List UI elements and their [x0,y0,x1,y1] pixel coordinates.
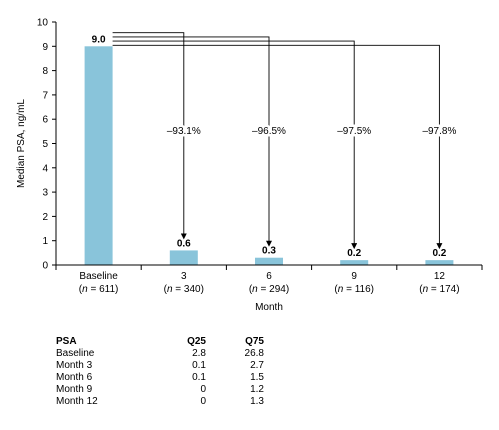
bars [84,46,454,265]
reduction-arrow [112,32,187,240]
table-cell-q75: 1.5 [250,372,264,383]
y-tick-label: 7 [42,90,48,101]
table-cell-q75: 26.8 [244,348,264,359]
y-axis-title: Median PSA, ng/mL [16,99,27,188]
bar-value-label: 0.2 [432,248,446,259]
x-category-label: 9 [351,271,357,282]
table-cell-q75: 1.2 [250,384,264,395]
y-tick-label: 9 [42,42,48,53]
bar [169,250,198,265]
bar-value-label: 9.0 [92,34,106,45]
y-tick-label: 10 [37,18,49,29]
y-tick-label: 1 [42,236,48,247]
reduction-arrows [112,32,443,250]
reduction-arrow [112,44,443,250]
reduction-label: –97.8% [422,126,456,137]
y-tick-label: 6 [42,115,48,126]
table-cell-q25: 0.1 [192,360,206,371]
table-row: Month 9 0 1.2 [56,384,264,396]
reduction-label: –96.5% [252,126,286,137]
x-category-n-label: (n = 340) [164,284,204,295]
reduction-arrow [112,36,272,247]
x-axis-title: Month [255,302,283,313]
x-category-n-label: (n = 174) [419,284,459,295]
x-category-n-label: (n = 116) [334,284,374,295]
psa-quartile-table: PSA Q25 Q75 Baseline 2.8 26.8 Month 3 0.… [56,336,264,408]
table-cell-label: Month 3 [56,360,93,371]
reduction-label: –97.5% [337,126,371,137]
table-row: Baseline 2.8 26.8 [56,348,264,360]
table-cell-q25: 2.8 [192,348,206,359]
table-row: Month 3 0.1 2.7 [56,360,264,372]
x-category-label: 3 [181,271,187,282]
table-cell-label: Month 9 [56,384,93,395]
table-cell-q75: 2.7 [250,360,264,371]
x-category-n-label: (n = 294) [249,284,289,295]
table-header-row: PSA Q25 Q75 [56,336,264,348]
y-tick-label: 4 [42,163,48,174]
reduction-label: –93.1% [167,126,201,137]
table-cell-q25: 0.1 [192,372,206,383]
x-category-n-label: (n = 611) [79,284,119,295]
y-tick-label: 3 [42,188,48,199]
x-category-label: 12 [434,271,446,282]
table-header-q75: Q75 [245,336,264,347]
table-header-psa: PSA [56,336,77,347]
y-tick-label: 8 [42,66,48,77]
bar-value-label: 0.2 [347,248,361,259]
y-tick-label: 5 [42,139,48,150]
table-cell-q25: 0 [200,396,206,407]
table-cell-label: Month 12 [56,396,98,407]
x-category-label: 6 [266,271,272,282]
table-row: Month 12 0 1.3 [56,396,264,408]
table-header-q25: Q25 [187,336,206,347]
table-cell-q75: 1.3 [250,396,264,407]
bar [340,260,369,265]
reduction-arrow [112,40,358,250]
table-cell-label: Month 6 [56,372,93,383]
table-row: Month 6 0.1 1.5 [56,372,264,384]
bar [84,46,113,265]
axes [52,21,483,270]
y-tick-label: 0 [42,261,48,272]
bar [255,257,283,265]
table-cell-q25: 0 [200,384,206,395]
bar-value-label: 0.3 [262,246,276,257]
x-category-label: Baseline [79,271,118,282]
y-tick-label: 2 [42,212,48,223]
bar [425,260,454,265]
bar-value-label: 0.6 [177,238,191,249]
table-cell-label: Baseline [56,348,95,359]
